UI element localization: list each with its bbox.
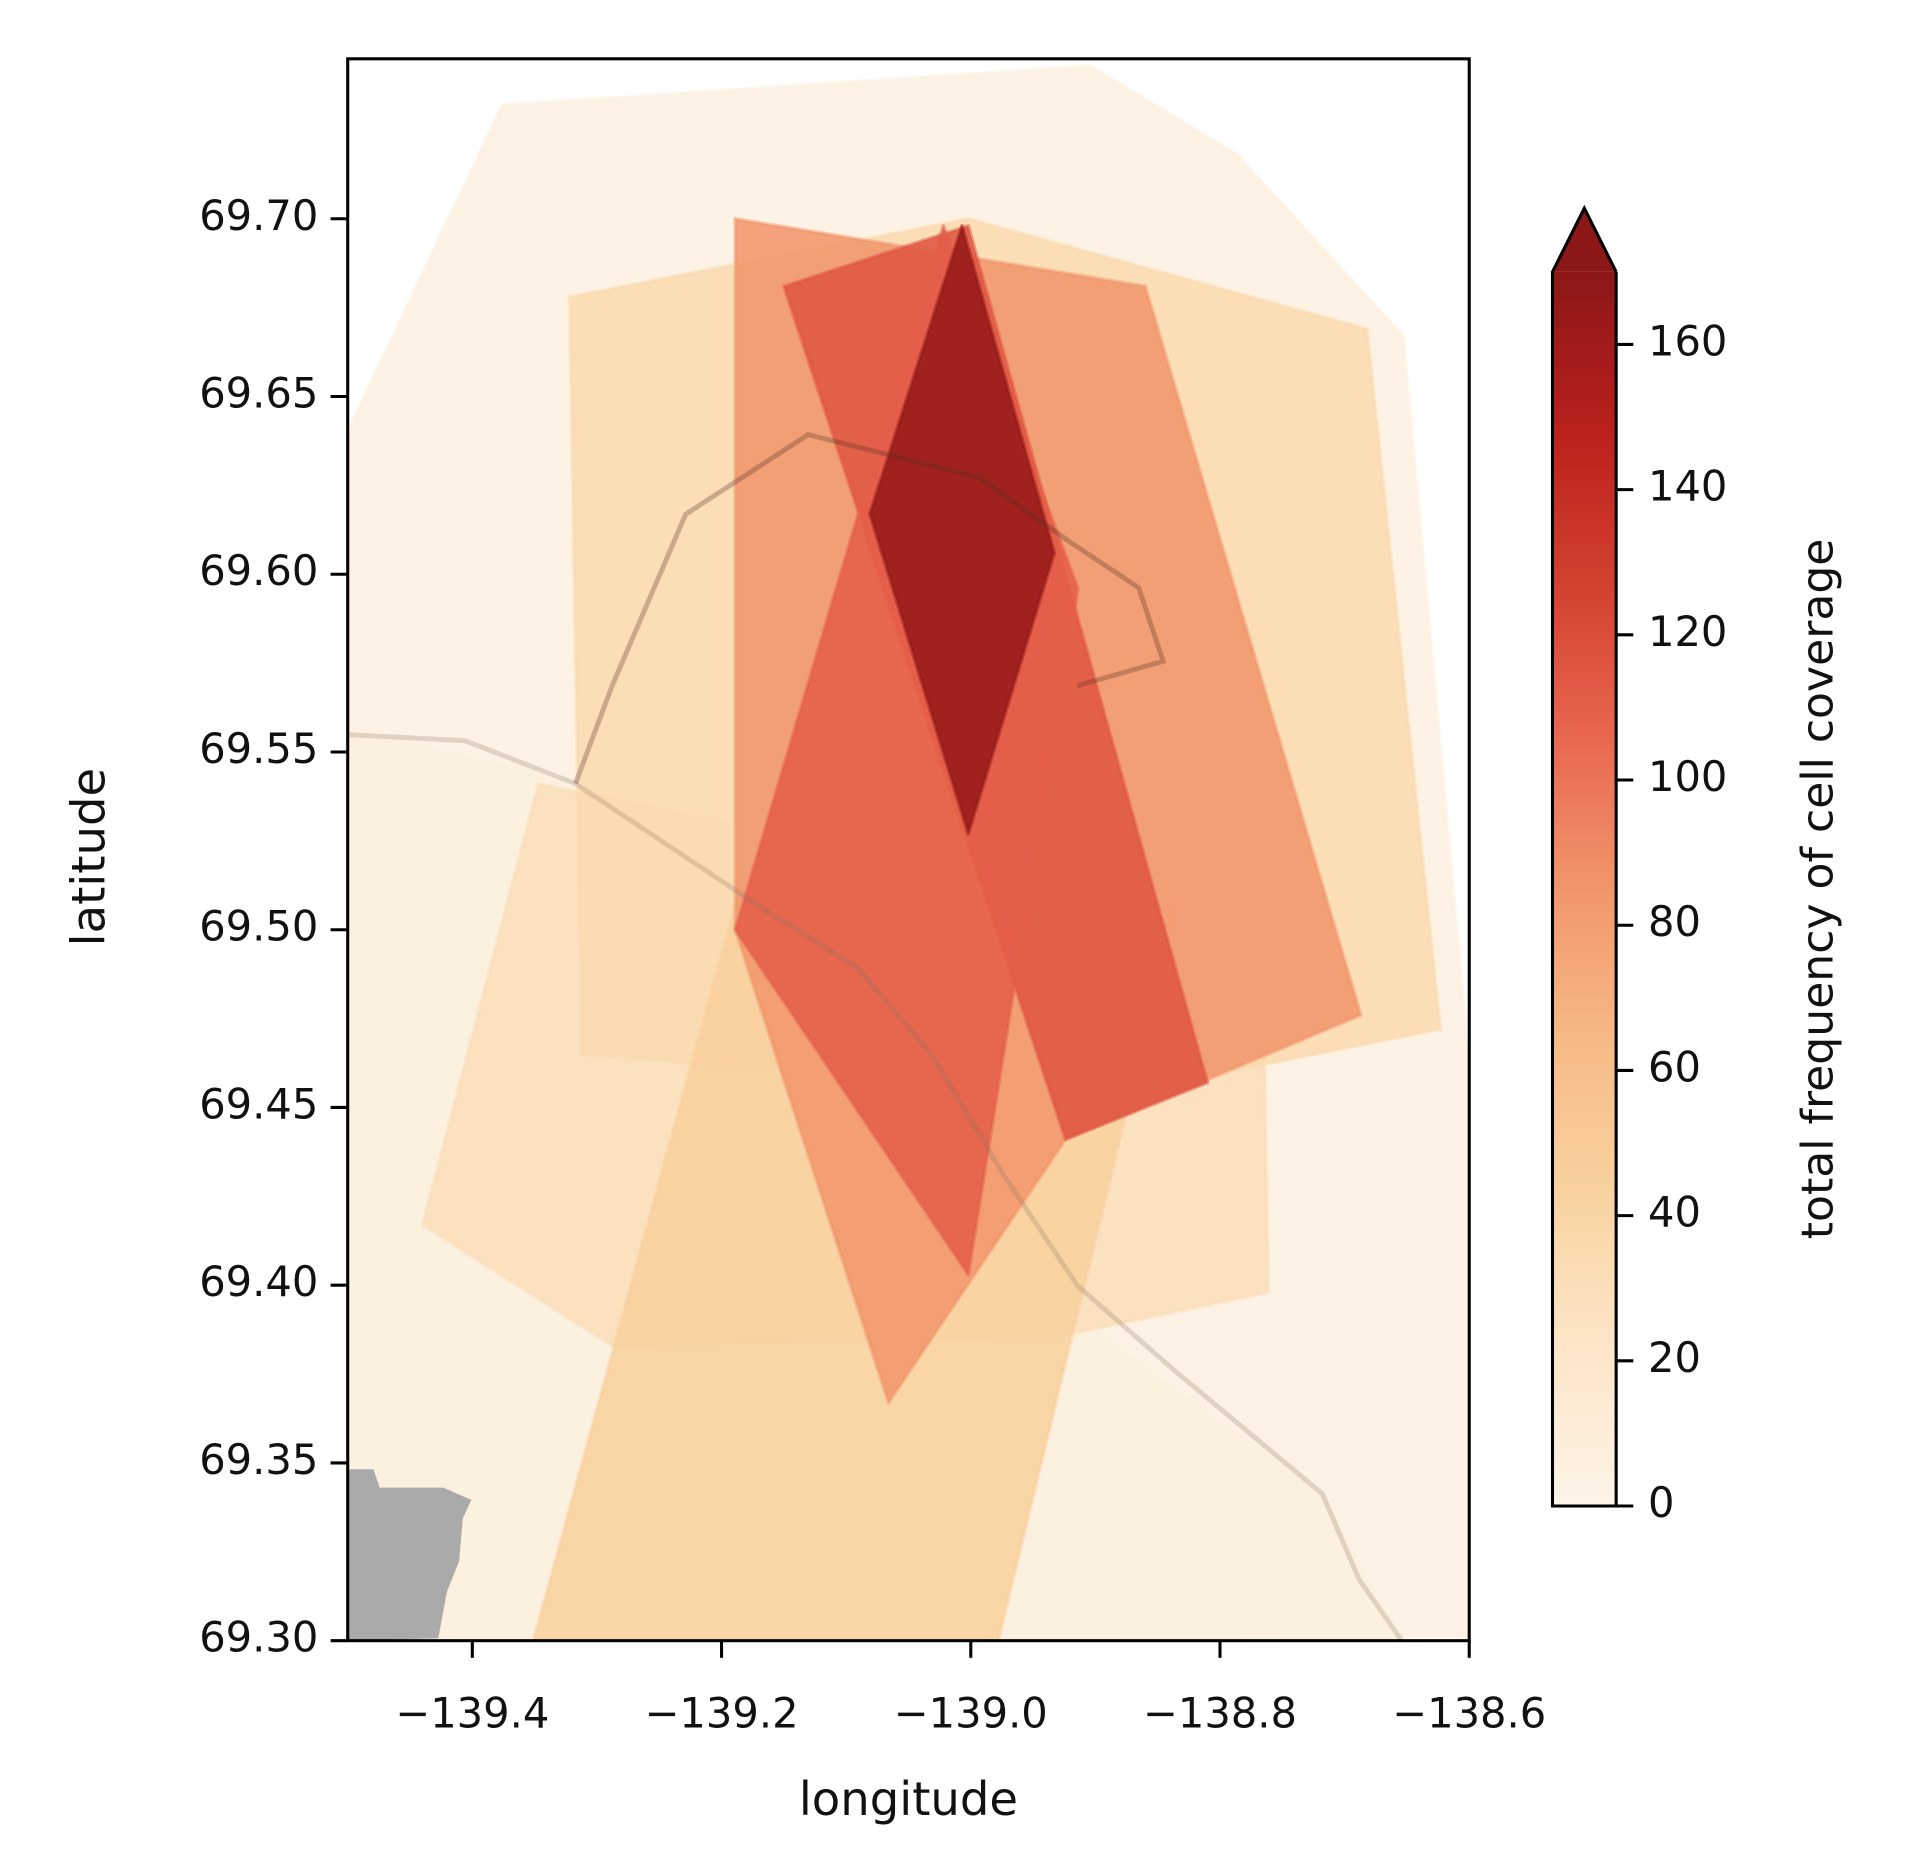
colorbar-tick-label: 120	[1648, 607, 1727, 656]
plot-frame	[346, 57, 1471, 1643]
plot-area	[347, 64, 1470, 1641]
no-data	[348, 1469, 472, 1641]
colorbar-tick-label: 140	[1648, 462, 1727, 511]
colorbar: 0 20 40 60 80 100 120 140 160	[1550, 204, 1727, 1527]
x-tick-label: −138.8	[1143, 1689, 1297, 1738]
y-tick-label: 69.40	[199, 1257, 318, 1306]
colorbar-tick-label: 160	[1648, 316, 1727, 365]
x-tick-label: −139.2	[645, 1689, 799, 1738]
colorbar-tick-label: 0	[1648, 1478, 1674, 1527]
x-tick-label: −138.6	[1392, 1689, 1546, 1738]
x-tick-label: −139.4	[395, 1689, 549, 1738]
colorbar-outline	[1550, 204, 1618, 1508]
y-tick-label: 69.30	[199, 1613, 318, 1662]
colorbar-tick-label: 40	[1648, 1188, 1701, 1237]
coastline	[348, 732, 1404, 1641]
colorbar-label: total frequency of cell coverage	[1793, 539, 1844, 1240]
y-axis-label: latitude	[61, 768, 115, 946]
y-tick-label: 69.60	[199, 546, 318, 595]
colorbar-tick-label: 60	[1648, 1042, 1701, 1091]
y-tick-label: 69.50	[199, 902, 318, 951]
axes: −139.4 −139.2 −139.0 −138.8 −138.6 69.30 69.35…	[199, 191, 1546, 1738]
coverage-region	[868, 224, 1057, 836]
y-tick-label: 69.45	[199, 1079, 318, 1128]
colorbar-tick-label: 80	[1648, 897, 1701, 946]
y-tick-label: 69.65	[199, 369, 318, 418]
y-tick-label: 69.70	[199, 191, 318, 240]
y-tick-label: 69.55	[199, 724, 318, 773]
y-tick-label: 69.35	[199, 1435, 318, 1484]
colorbar-extend	[1552, 208, 1617, 272]
colorbar-tick-label: 100	[1648, 752, 1727, 801]
river	[573, 432, 1167, 785]
x-axis-label: longitude	[799, 1772, 1018, 1826]
x-tick-label: −139.0	[894, 1689, 1048, 1738]
colorbar-gradient	[1552, 271, 1617, 1506]
colorbar-tick-label: 20	[1648, 1333, 1701, 1382]
regions	[347, 64, 1470, 1641]
